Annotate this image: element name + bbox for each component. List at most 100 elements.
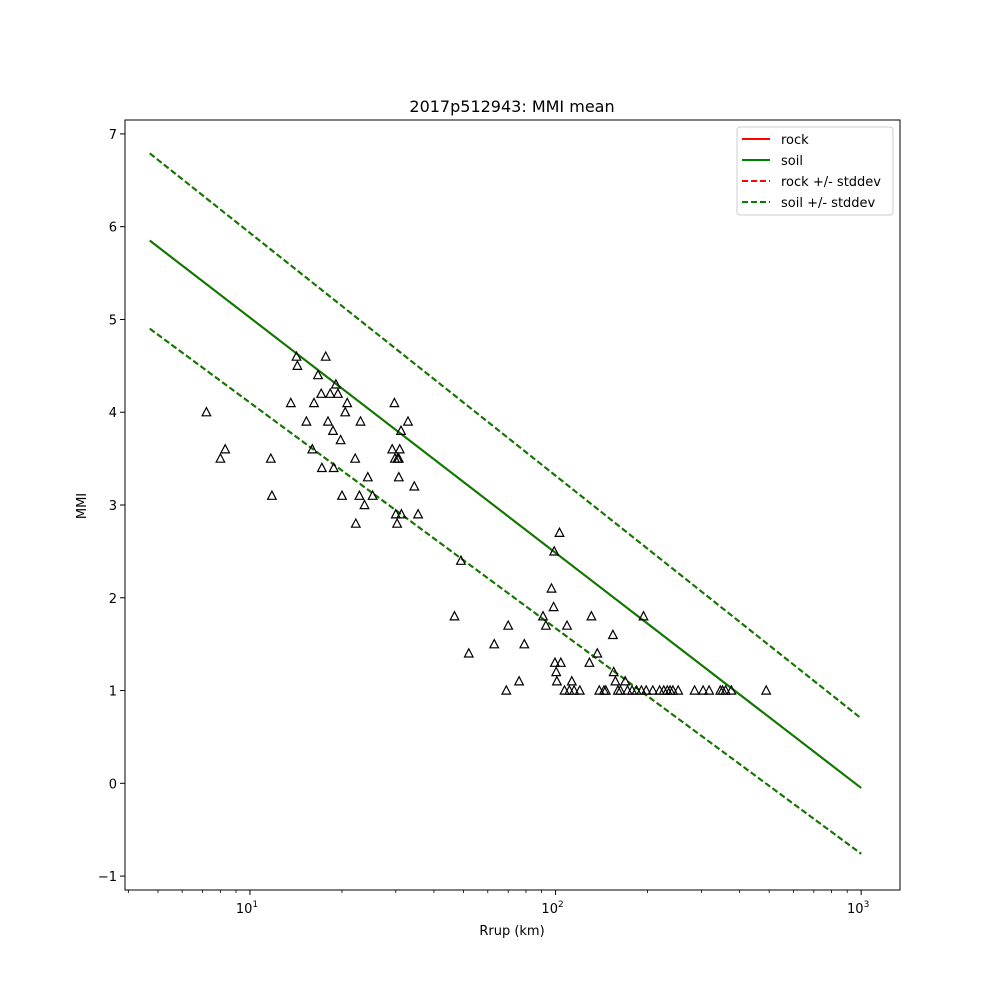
y-tick-label: −1 xyxy=(98,870,117,885)
series-line-soil-stddev-2 xyxy=(149,327,862,855)
data-point xyxy=(703,684,715,695)
data-point xyxy=(640,684,652,695)
legend-label: soil xyxy=(781,154,803,169)
data-point xyxy=(335,434,346,445)
data-point xyxy=(396,508,407,519)
chart-title: 2017p512943: MMI mean xyxy=(409,97,614,116)
y-tick-label: 3 xyxy=(109,499,117,514)
data-point xyxy=(551,675,563,686)
y-tick-label: 1 xyxy=(109,685,117,700)
data-point xyxy=(389,397,400,408)
data-point xyxy=(488,638,500,649)
data-point xyxy=(549,656,561,667)
data-point xyxy=(307,443,318,454)
y-axis-label: MMI xyxy=(75,493,90,519)
data-point xyxy=(341,397,353,408)
data-point xyxy=(619,675,631,686)
data-point xyxy=(568,684,580,695)
data-point xyxy=(327,424,339,435)
data-point xyxy=(362,471,374,482)
data-point xyxy=(308,397,320,408)
data-point xyxy=(316,462,328,473)
data-point xyxy=(312,369,324,380)
data-point xyxy=(726,684,737,695)
data-point xyxy=(566,675,578,686)
data-point xyxy=(548,545,560,556)
data-point xyxy=(402,415,414,426)
plot-area xyxy=(149,152,862,855)
data-point xyxy=(391,517,403,528)
data-point xyxy=(574,684,586,695)
data-point xyxy=(610,675,621,686)
data-point xyxy=(266,489,278,500)
legend-label: rock +/- stddev xyxy=(781,175,881,190)
x-tick-label: 103 xyxy=(847,900,869,917)
data-point xyxy=(354,489,365,500)
data-point xyxy=(285,397,297,408)
y-tick-label: 6 xyxy=(109,221,117,236)
data-point xyxy=(315,387,327,398)
data-point xyxy=(561,619,573,630)
data-point xyxy=(550,666,562,677)
data-point xyxy=(332,387,344,398)
x-tick-label: 101 xyxy=(236,900,258,917)
data-point xyxy=(390,508,402,519)
data-point xyxy=(328,462,339,473)
data-point xyxy=(537,610,549,621)
y-tick-label: 5 xyxy=(109,313,117,328)
data-point xyxy=(548,601,559,612)
data-point xyxy=(607,629,619,640)
data-point xyxy=(546,582,557,593)
series-line-soil-stddev-1 xyxy=(149,152,862,720)
data-point xyxy=(667,684,679,695)
series-line-soil xyxy=(149,239,862,789)
data-point xyxy=(393,471,405,482)
y-tick-label: 7 xyxy=(109,128,117,143)
data-point xyxy=(359,499,370,510)
data-point xyxy=(760,684,772,695)
legend-label: soil +/- stddev xyxy=(781,196,876,211)
data-point xyxy=(355,415,366,426)
data-point xyxy=(554,526,565,538)
data-point xyxy=(600,684,612,695)
data-point xyxy=(584,656,595,667)
x-axis-label: Rrup (km) xyxy=(479,924,544,939)
data-point xyxy=(265,452,277,463)
x-tick-label: 102 xyxy=(541,900,563,917)
y-tick-label: 0 xyxy=(109,777,117,792)
data-point xyxy=(540,619,552,630)
data-point xyxy=(519,638,530,649)
data-point xyxy=(502,619,514,630)
data-point xyxy=(615,684,626,695)
data-point xyxy=(350,517,362,528)
data-point xyxy=(367,489,378,500)
data-point xyxy=(395,424,407,435)
data-point xyxy=(672,684,684,695)
data-point xyxy=(586,610,597,621)
data-point xyxy=(215,452,226,463)
data-point xyxy=(513,675,525,686)
y-tick-label: 4 xyxy=(109,406,117,421)
legend-label: rock xyxy=(781,133,809,148)
data-point xyxy=(301,415,312,426)
data-point xyxy=(608,666,619,677)
data-point xyxy=(720,684,731,695)
data-point xyxy=(555,656,567,667)
data-point xyxy=(501,684,512,695)
data-point xyxy=(292,359,303,370)
data-point xyxy=(386,443,398,454)
data-point xyxy=(638,610,649,621)
data-point xyxy=(697,684,709,695)
data-point xyxy=(449,610,460,621)
data-point xyxy=(455,554,467,565)
data-point xyxy=(219,443,231,454)
data-point xyxy=(412,508,424,519)
data-point xyxy=(330,378,342,389)
axes: −1 0 1 2 3 4 5 6 7 101 102 103 xyxy=(98,128,869,917)
data-point xyxy=(201,406,212,417)
data-point xyxy=(394,443,405,454)
data-point xyxy=(324,387,336,398)
data-point xyxy=(336,489,348,500)
